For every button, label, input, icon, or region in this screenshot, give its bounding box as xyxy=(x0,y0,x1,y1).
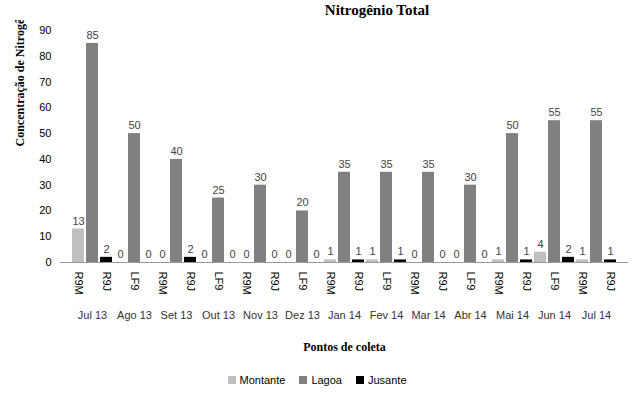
html-text:Jusante: Jusante xyxy=(368,374,407,386)
svg-text:LF9: LF9 xyxy=(549,272,561,291)
svg-text:Mar 14: Mar 14 xyxy=(411,309,445,321)
svg-text:30: 30 xyxy=(464,171,476,183)
svg-text:0: 0 xyxy=(201,248,207,260)
svg-text:0: 0 xyxy=(243,248,249,260)
svg-text:2: 2 xyxy=(187,243,193,255)
svg-text:LF9: LF9 xyxy=(213,272,225,291)
svg-text:R9M: R9M xyxy=(73,272,85,295)
svg-text:0: 0 xyxy=(117,248,123,260)
svg-text:4: 4 xyxy=(537,238,543,250)
svg-text:0: 0 xyxy=(481,248,487,260)
svg-text:Out 13: Out 13 xyxy=(202,309,235,321)
svg-text:0: 0 xyxy=(271,248,277,260)
svg-text:Dez 13: Dez 13 xyxy=(285,309,320,321)
svg-text:2: 2 xyxy=(565,243,571,255)
svg-text:1: 1 xyxy=(355,245,361,257)
svg-text:1: 1 xyxy=(579,245,585,257)
svg-text:R9M: R9M xyxy=(325,272,337,295)
svg-text:50: 50 xyxy=(39,127,51,139)
svg-text:2: 2 xyxy=(103,243,109,255)
svg-text:70: 70 xyxy=(39,76,51,88)
svg-text:R9J: R9J xyxy=(605,272,617,292)
svg-text:1: 1 xyxy=(369,245,375,257)
svg-text:Jul 13: Jul 13 xyxy=(78,309,107,321)
svg-text:30: 30 xyxy=(254,171,266,183)
svg-text:20: 20 xyxy=(296,196,308,208)
svg-text:R9M: R9M xyxy=(577,272,589,295)
svg-text:Set 13: Set 13 xyxy=(161,309,193,321)
svg-text:50: 50 xyxy=(506,119,518,131)
svg-text:R9M: R9M xyxy=(493,272,505,295)
html-text:Montante: Montante xyxy=(239,374,286,386)
svg-text:Pontos de coleta: Pontos de coleta xyxy=(303,340,386,354)
svg-text:0: 0 xyxy=(313,248,319,260)
svg-text:0: 0 xyxy=(159,248,165,260)
svg-text:85: 85 xyxy=(86,29,98,41)
svg-text:R9M: R9M xyxy=(409,272,421,295)
svg-text:0: 0 xyxy=(453,248,459,260)
svg-text:Concentração de Nitrogênio Tot: Concentração de Nitrogênio Total (mg/L) xyxy=(13,20,27,147)
svg-text:Nov 13: Nov 13 xyxy=(243,309,278,321)
svg-text:Abr 14: Abr 14 xyxy=(454,309,486,321)
svg-text:60: 60 xyxy=(39,101,51,113)
svg-text:LF9: LF9 xyxy=(297,272,309,291)
svg-text:Ago 13: Ago 13 xyxy=(117,309,152,321)
svg-text:40: 40 xyxy=(39,153,51,165)
svg-text:R9M: R9M xyxy=(157,272,169,295)
svg-text:LF9: LF9 xyxy=(465,272,477,291)
svg-text:Fev 14: Fev 14 xyxy=(370,309,404,321)
svg-text:13: 13 xyxy=(72,215,84,227)
svg-text:10: 10 xyxy=(39,230,51,242)
svg-text:1: 1 xyxy=(495,245,501,257)
svg-text:55: 55 xyxy=(548,106,560,118)
svg-text:LF9: LF9 xyxy=(129,272,141,291)
svg-text:0: 0 xyxy=(411,248,417,260)
svg-text:25: 25 xyxy=(212,184,224,196)
svg-text:50: 50 xyxy=(128,119,140,131)
svg-text:35: 35 xyxy=(338,158,350,170)
svg-text:1: 1 xyxy=(327,245,333,257)
svg-text:35: 35 xyxy=(422,158,434,170)
svg-text:35: 35 xyxy=(380,158,392,170)
html-text:Nitrogênio Total: Nitrogênio Total xyxy=(324,2,430,18)
svg-text:90: 90 xyxy=(39,24,51,36)
svg-text:R9J: R9J xyxy=(521,272,533,292)
svg-text:40: 40 xyxy=(170,145,182,157)
svg-text:R9M: R9M xyxy=(241,272,253,295)
svg-text:0: 0 xyxy=(145,248,151,260)
svg-text:0: 0 xyxy=(285,248,291,260)
svg-text:1: 1 xyxy=(607,245,613,257)
svg-text:20: 20 xyxy=(39,204,51,216)
svg-text:Jul 14: Jul 14 xyxy=(582,309,611,321)
svg-text:1: 1 xyxy=(397,245,403,257)
svg-text:Jan 14: Jan 14 xyxy=(328,309,361,321)
svg-text:0: 0 xyxy=(229,248,235,260)
html-text:Lagoa: Lagoa xyxy=(311,374,342,386)
svg-text:R9J: R9J xyxy=(101,272,113,292)
svg-text:80: 80 xyxy=(39,50,51,62)
svg-text:Mai 14: Mai 14 xyxy=(496,309,529,321)
svg-text:1: 1 xyxy=(523,245,529,257)
svg-text:55: 55 xyxy=(590,106,602,118)
svg-text:R9J: R9J xyxy=(185,272,197,292)
svg-text:30: 30 xyxy=(39,179,51,191)
svg-text:0: 0 xyxy=(439,248,445,260)
svg-text:LF9: LF9 xyxy=(381,272,393,291)
svg-text:Jun 14: Jun 14 xyxy=(538,309,571,321)
svg-text:0: 0 xyxy=(45,256,51,268)
svg-text:R9J: R9J xyxy=(437,272,449,292)
svg-text:R9J: R9J xyxy=(353,272,365,292)
svg-text:R9J: R9J xyxy=(269,272,281,292)
